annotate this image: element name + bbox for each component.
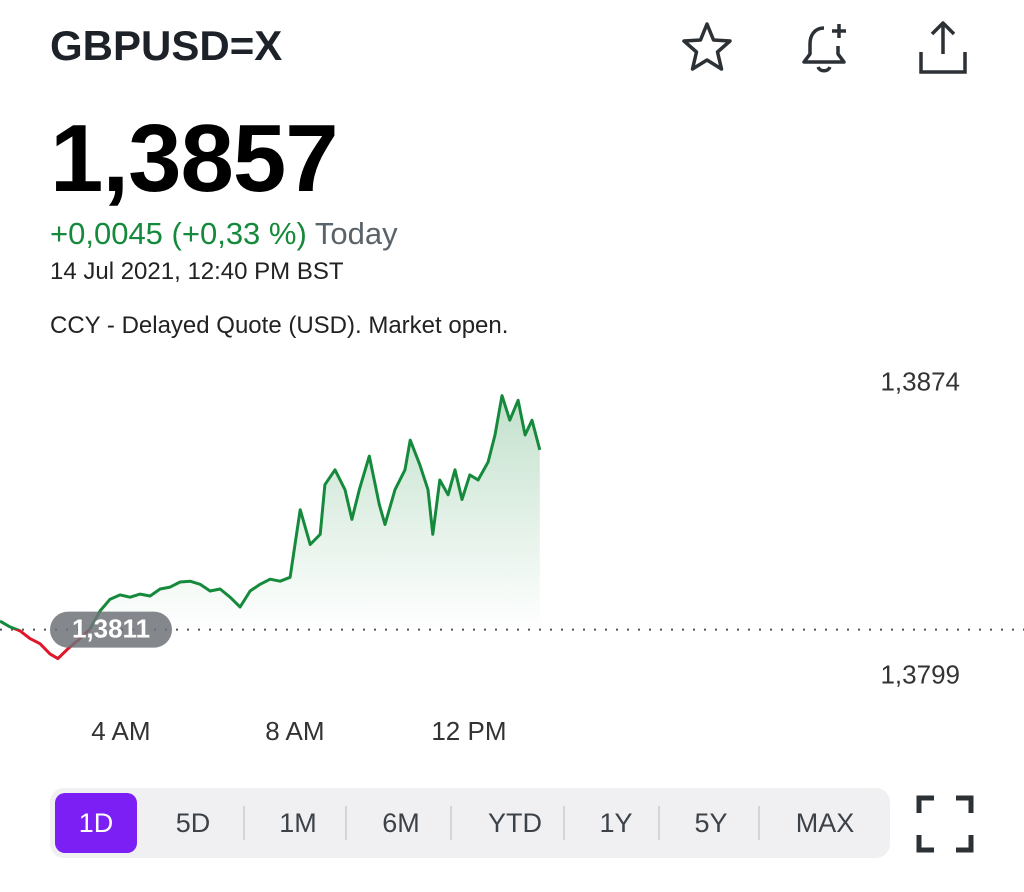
area [0,395,540,659]
tab-separator [450,806,452,840]
quote-note: CCY - Delayed Quote (USD). Market open. [50,312,509,339]
change-row: +0,0045 (+0,33 %) Today [50,216,398,252]
range-tab[interactable]: 1M [279,808,317,838]
change-period: Today [314,216,398,251]
tab-separator [345,806,347,840]
price-line [0,394,542,661]
x-tick-label: 4 AM [91,716,150,746]
price: 1,3857 [50,105,339,212]
range-tab[interactable]: YTD [488,808,542,838]
timestamp: 14 Jul 2021, 12:40 PM BST [50,258,344,285]
tab-separator [243,806,245,840]
watchlist-star[interactable] [677,18,737,78]
range-tab[interactable]: 1Y [599,808,633,838]
share[interactable] [913,18,973,78]
y-tick-label: 1,3799 [880,659,960,689]
price-alert[interactable] [795,18,855,78]
x-tick-label: 8 AM [265,716,324,746]
y-tick-label: 1,3874 [880,366,960,396]
previous-close-pill [50,611,172,648]
tab-separator [758,806,760,840]
x-tick-label: 12 PM [431,716,506,746]
range-tabs: 1D 5D 1M 6M YTD 1Y 5Y MAX [50,788,890,858]
previous-close-label: 1,3811 [72,614,150,644]
change: +0,0045 (+0,33 %) [50,216,307,251]
range-tab[interactable]: 6M [382,808,420,838]
tab-separator [563,806,565,840]
range-tab[interactable]: 5D [175,808,211,838]
symbol: GBPUSD=X [50,22,283,69]
fullscreen[interactable] [916,795,974,853]
range-tab[interactable]: MAX [795,808,855,838]
range-tab[interactable]: 5Y [694,808,728,838]
tab-separator [658,806,660,840]
range-tab[interactable]: 1D [55,793,137,853]
chart: 1,3874 1,3799 4 AM 8 AM 12 PM 1,3811 [0,366,1024,746]
